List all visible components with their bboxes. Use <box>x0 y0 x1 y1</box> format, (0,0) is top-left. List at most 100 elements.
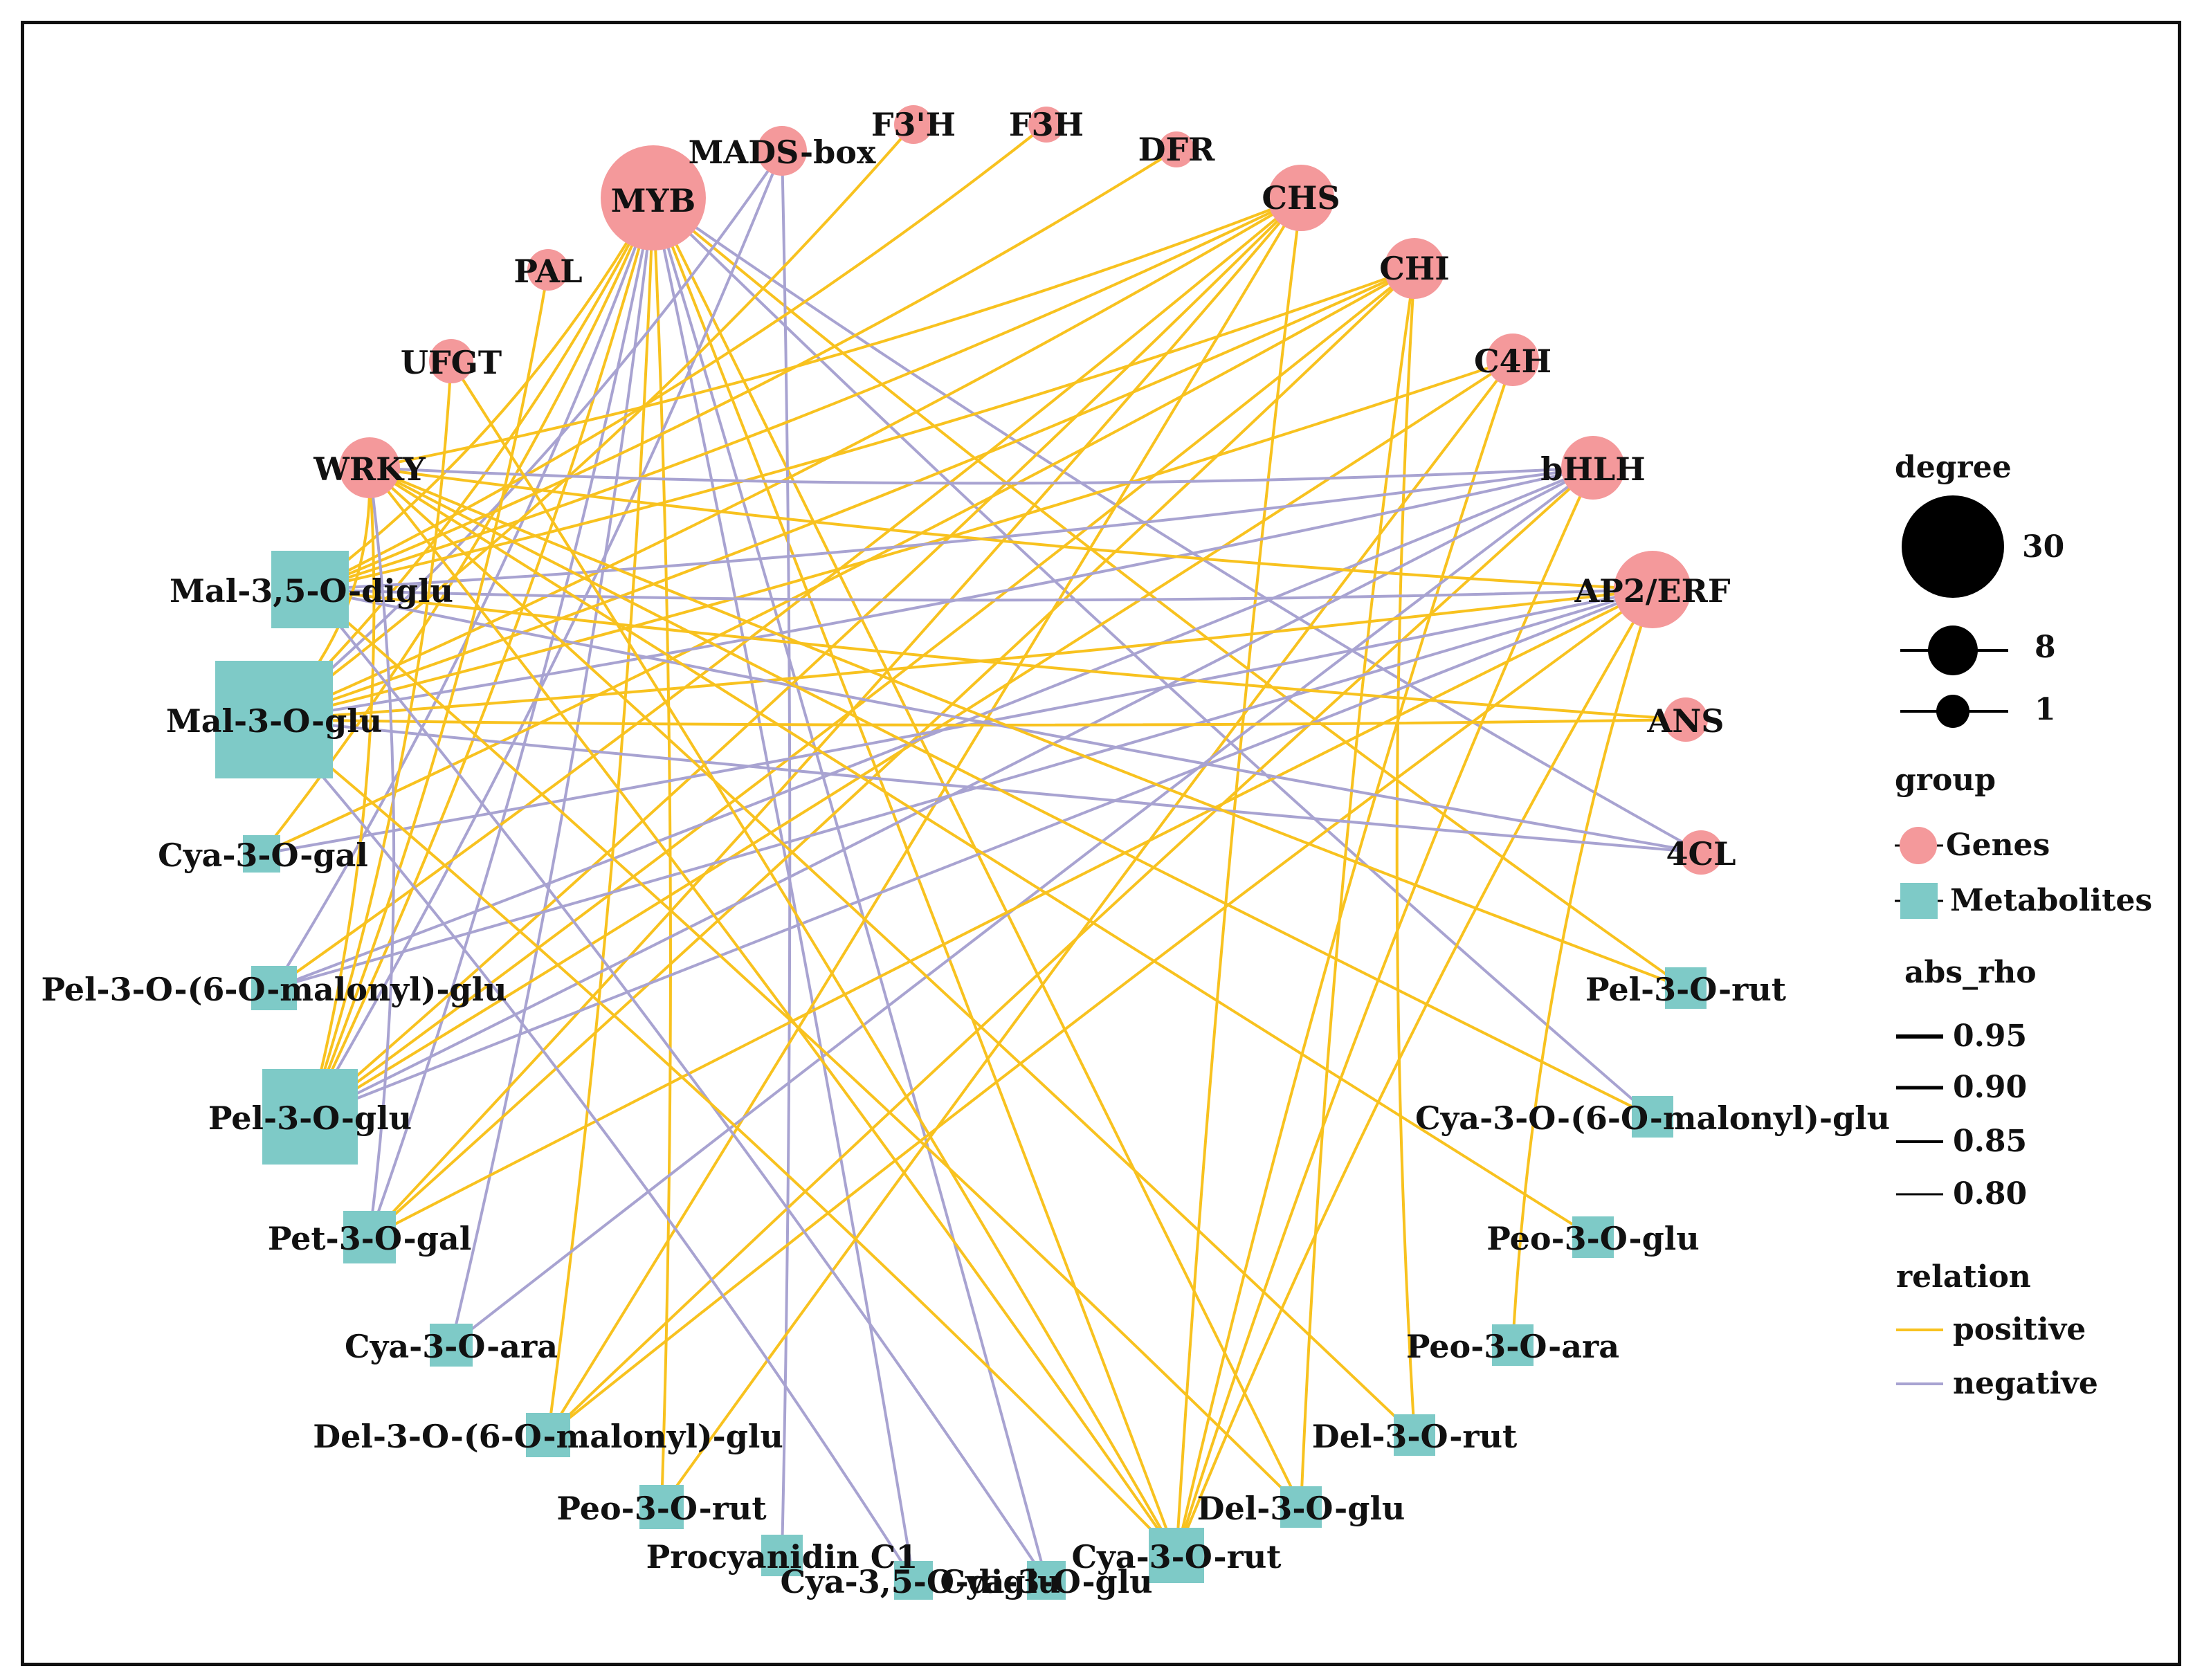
edge-ANS-Mal35 <box>309 588 1686 721</box>
edge-MYB-PelGlu <box>309 197 655 1117</box>
node-WRKY[interactable] <box>339 437 400 498</box>
legend-genes: Genes <box>1946 828 2050 863</box>
node-label-CyaGal: Cya-3-O-gal <box>158 837 368 874</box>
node-ProC1[interactable] <box>761 1535 803 1576</box>
edge-AP2-DelMal <box>547 588 1654 1436</box>
edge-CHI-DelRut <box>1395 268 1416 1436</box>
edge-C4H-Mal3 <box>273 358 1513 721</box>
node-MADS[interactable] <box>757 126 807 176</box>
node-label-Mal3: Mal-3-O-glu <box>166 702 382 740</box>
node-bHLH[interactable] <box>1561 436 1625 500</box>
legend-rho-080: 0.80 <box>1953 1176 2027 1212</box>
node-label-F3H: F3H <box>1009 106 1084 143</box>
edge-AP2-CyaGal <box>261 588 1653 855</box>
node-PetGal[interactable] <box>343 1211 396 1263</box>
edge-CHI-Mal35 <box>309 267 1415 591</box>
node-label-CHS: CHS <box>1262 179 1340 217</box>
edge-AP2-PeoAra <box>1511 589 1654 1346</box>
edge-CHS-CyaRut <box>1175 197 1302 1556</box>
node-PelGlu[interactable] <box>262 1069 358 1165</box>
node-Cya35[interactable] <box>894 1561 933 1600</box>
edge-MYB-PelRut <box>652 197 1687 989</box>
edge-UFGT-CyaRut <box>450 360 1178 1557</box>
node-CHI[interactable] <box>1384 238 1445 299</box>
node-CyaAra[interactable] <box>430 1324 473 1367</box>
edge-F3pH-Mal3 <box>273 123 915 721</box>
node-ANS[interactable] <box>1664 697 1708 742</box>
node-CHS[interactable] <box>1268 165 1334 231</box>
edge-MYB-Mal35 <box>309 197 655 591</box>
node-AP2[interactable] <box>1614 551 1691 628</box>
node-PeoAra[interactable] <box>1492 1324 1534 1366</box>
node-DelRut[interactable] <box>1394 1414 1435 1456</box>
edge-AP2-Mal3 <box>273 588 1653 721</box>
edge-MYB-PelMal <box>273 197 655 989</box>
node-label-PeoRut: Peo-3-O-rut <box>556 1490 767 1527</box>
edge-WRKY-PelRut <box>369 466 1686 989</box>
edge-WRKY-DelRut <box>368 466 1416 1436</box>
node-PeoRut[interactable] <box>639 1485 684 1529</box>
figure-frame <box>21 21 2181 1666</box>
edge-CHS-PelMal <box>273 197 1302 989</box>
node-DFR[interactable] <box>1158 131 1194 167</box>
node-label-DelRut: Del-3-O-rut <box>1312 1418 1518 1455</box>
node-CyaMal[interactable] <box>1632 1096 1673 1138</box>
legend-metabolites: Metabolites <box>1950 883 2152 918</box>
edge-MYB-4CL <box>652 197 1702 854</box>
edge-4CL-Mal35 <box>309 588 1702 854</box>
edge-Mal35-CyaGlu <box>309 588 1048 1582</box>
node-Mal3[interactable] <box>215 661 333 778</box>
legend-degree-1-circle <box>1936 695 1969 728</box>
node-UFGT[interactable] <box>429 339 473 383</box>
node-CyaGlu[interactable] <box>1027 1561 1066 1600</box>
node-MYB[interactable] <box>601 145 706 250</box>
edge-MYB-DelMal <box>547 197 655 1436</box>
edge-MYB-CyaGlu <box>652 197 1048 1581</box>
edge-CHS-PelGlu <box>309 197 1302 1118</box>
edge-F3H-Mal35 <box>309 123 1048 591</box>
legend-rho-085: 0.85 <box>1953 1124 2027 1159</box>
edge-MYB-CyaMal <box>652 197 1654 1118</box>
node-label-DelMal: Del-3-O-(6-O-malonyl)-glu <box>313 1418 783 1455</box>
node-F3H[interactable] <box>1028 107 1064 143</box>
node-label-Cya35: Cya-3,5-O-diglu <box>781 1563 1061 1600</box>
node-label-DelGlu: Del-3-O-glu <box>1197 1490 1405 1527</box>
edge-Mal35-DelGlu <box>309 588 1302 1508</box>
node-DelMal[interactable] <box>526 1413 570 1457</box>
edge-C4H-CyaRut <box>1175 359 1514 1556</box>
edge-MYB-DelGlu <box>652 197 1302 1508</box>
node-DelGlu[interactable] <box>1280 1486 1322 1528</box>
edge-MADS-Mal3 <box>273 149 783 721</box>
legend-degree-30: 30 <box>2022 529 2064 565</box>
node-4CL[interactable] <box>1679 830 1723 875</box>
node-F3pH[interactable] <box>894 105 933 144</box>
node-CyaGal[interactable] <box>243 835 280 873</box>
node-label-PeoGlu: Peo-3-O-glu <box>1486 1220 1699 1257</box>
edge-CHS-Mal35 <box>309 197 1302 591</box>
edge-CHS-PetGal <box>368 197 1302 1239</box>
edge-C4H-PeoRut <box>660 358 1514 1508</box>
edge-CHI-Mal3 <box>273 267 1415 721</box>
edge-WRKY-PelGlu <box>309 467 376 1117</box>
node-PelRut[interactable] <box>1665 967 1707 1009</box>
edge-MYB-CyaRut <box>652 197 1178 1556</box>
node-Mal35[interactable] <box>271 551 349 628</box>
edge-CHI-PetGal <box>368 267 1416 1239</box>
node-label-F3pH: F3'H <box>871 106 956 143</box>
node-PelMal[interactable] <box>251 966 297 1010</box>
node-CyaRut[interactable] <box>1149 1528 1204 1583</box>
node-C4H[interactable] <box>1486 334 1539 386</box>
edge-WRKY-PetGal <box>368 467 396 1238</box>
legend-rho-090: 0.90 <box>1953 1070 2027 1105</box>
legend-negative: negative <box>1953 1366 2098 1401</box>
node-PeoGlu[interactable] <box>1572 1216 1614 1258</box>
node-label-AP2: AP2/ERF <box>1574 572 1730 610</box>
node-label-WRKY: WRKY <box>313 450 426 488</box>
node-label-4CL: 4CL <box>1666 835 1736 873</box>
legend-genes-marker <box>1900 827 1937 864</box>
node-label-DFR: DFR <box>1138 131 1216 168</box>
node-PAL[interactable] <box>527 249 569 291</box>
legend-relation-title: relation <box>1896 1259 2031 1295</box>
